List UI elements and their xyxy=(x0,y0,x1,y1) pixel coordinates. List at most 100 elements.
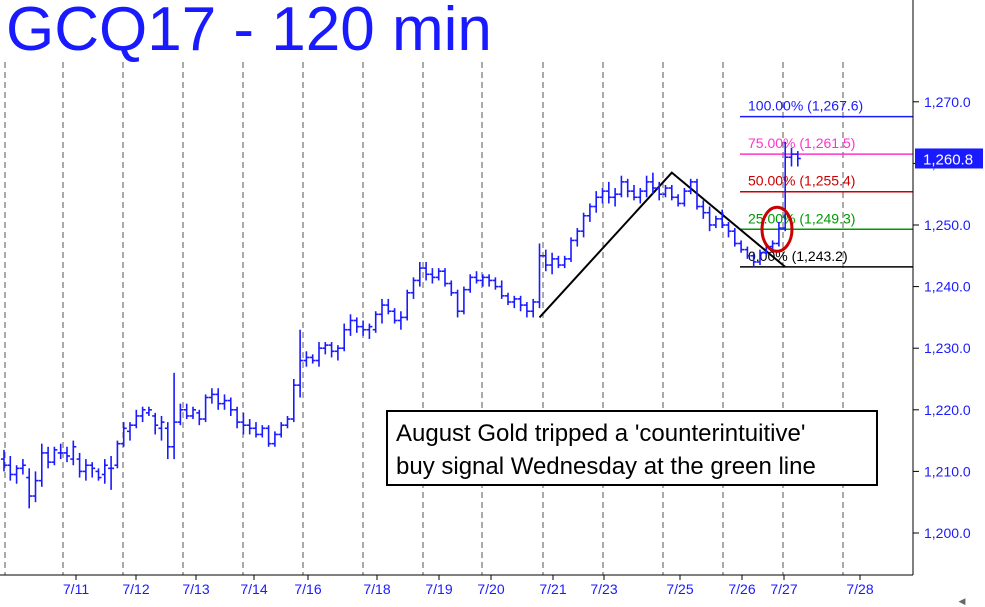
ohlc-bar xyxy=(334,345,341,361)
ohlc-bar xyxy=(265,425,272,447)
ohlc-bar xyxy=(637,188,644,204)
ohlc-bar xyxy=(316,342,322,367)
ohlc-bar xyxy=(555,255,562,269)
ohlc-bar xyxy=(505,292,511,306)
ohlc-bar xyxy=(385,298,392,315)
ohlc-bar xyxy=(278,422,285,438)
ohlc-bar xyxy=(215,388,222,410)
ohlc-bar xyxy=(360,320,367,336)
ohlc-bar xyxy=(171,372,178,460)
ohlc-bar xyxy=(694,178,700,210)
ohlc-bar xyxy=(624,178,631,198)
ohlc-bar xyxy=(599,188,606,204)
ohlc-bar xyxy=(322,342,329,355)
ohlc-bar xyxy=(190,406,196,420)
ohlc-bar xyxy=(259,425,266,438)
ohlc-bar xyxy=(297,329,304,398)
x-tick-label: 7/26 xyxy=(728,581,755,597)
ohlc-bar xyxy=(769,240,776,250)
fib-level-label: 0.00% (1,243.2) xyxy=(748,248,848,264)
x-tick-label: 7/25 xyxy=(666,581,693,597)
ohlc-bar xyxy=(511,295,518,309)
ohlc-bar xyxy=(662,184,669,198)
ohlc-bar xyxy=(738,240,745,253)
ohlc-bar xyxy=(605,181,612,204)
ohlc-bar xyxy=(114,440,121,469)
ohlc-bar xyxy=(164,422,171,460)
ohlc-bar xyxy=(757,249,763,266)
ohlc-bar xyxy=(435,268,442,281)
x-tick-label: 7/27 xyxy=(770,581,797,597)
scroll-left-arrow-icon[interactable]: ◀ xyxy=(958,596,966,606)
signal-circle xyxy=(760,205,794,253)
ohlc-bar xyxy=(542,249,549,272)
ohlc-bar xyxy=(612,188,619,207)
ohlc-bar xyxy=(202,394,209,423)
ohlc-bar xyxy=(57,443,64,460)
ohlc-bar xyxy=(208,388,215,404)
ohlc-bar xyxy=(240,412,247,435)
ohlc-bar xyxy=(460,286,467,315)
ohlc-bar xyxy=(700,200,707,219)
ohlc-bar xyxy=(391,308,398,324)
ohlc-bar xyxy=(82,459,89,481)
ohlc-bar xyxy=(429,268,436,284)
ohlc-bar xyxy=(580,212,587,238)
ohlc-bar xyxy=(775,221,782,247)
ohlc-bar xyxy=(574,228,581,247)
x-tick-label: 7/21 xyxy=(539,581,566,597)
ohlc-bar xyxy=(133,409,140,429)
ohlc-bar xyxy=(372,311,379,333)
ohlc-bar xyxy=(794,151,801,167)
ohlc-bar xyxy=(246,419,253,435)
ohlc-bar xyxy=(486,274,493,287)
ohlc-bar xyxy=(788,148,795,167)
x-tick-label: 7/19 xyxy=(425,581,452,597)
ohlc-bar xyxy=(347,314,354,336)
ohlc-bar xyxy=(38,443,45,487)
price-bars xyxy=(1,141,801,509)
vertical-gridlines xyxy=(4,62,844,575)
ohlc-bar xyxy=(328,342,335,358)
y-tick-label: 1,270.0 xyxy=(924,94,971,110)
ohlc-bar xyxy=(442,268,448,287)
ohlc-bar xyxy=(687,178,694,195)
ohlc-bar xyxy=(108,456,115,490)
ohlc-bar xyxy=(523,302,530,318)
ohlc-bar xyxy=(290,379,297,423)
ohlc-bar xyxy=(196,409,203,426)
ohlc-bar xyxy=(1,449,7,472)
annotation-box: August Gold tripped a 'counterintuitive'… xyxy=(386,410,878,486)
ohlc-bar xyxy=(750,252,757,267)
ohlc-bar xyxy=(410,277,417,299)
ohlc-bar xyxy=(649,172,656,195)
ohlc-bar xyxy=(586,203,593,222)
ohlc-bar xyxy=(618,175,625,198)
ohlc-bar xyxy=(19,459,26,475)
chart-title: GCQ17 - 120 min xyxy=(6,0,492,64)
ohlc-bar xyxy=(309,354,316,364)
y-tick-label: 1,250.0 xyxy=(924,217,971,233)
ohlc-bar xyxy=(631,184,637,201)
abc-pattern xyxy=(538,171,786,319)
ohlc-bar xyxy=(782,141,789,232)
ohlc-bar xyxy=(536,243,543,309)
ohlc-bar xyxy=(177,403,184,426)
y-tick-label: 1,240.0 xyxy=(924,279,971,295)
x-tick-label: 7/18 xyxy=(363,581,390,597)
ohlc-bar xyxy=(675,194,682,207)
abc-pattern-line xyxy=(538,171,786,319)
ohlc-bar xyxy=(221,394,228,410)
ohlc-bar xyxy=(127,422,133,441)
ohlc-bar xyxy=(397,311,404,330)
ohlc-bar xyxy=(712,215,719,229)
ohlc-bar xyxy=(530,298,537,318)
ohlc-bar xyxy=(353,317,360,333)
ohlc-bar xyxy=(549,252,556,275)
last-price-label: 1,260.8 xyxy=(923,151,973,168)
ohlc-bar xyxy=(271,431,278,447)
ohlc-bar xyxy=(227,397,234,416)
ohlc-bar xyxy=(731,228,738,247)
ohlc-bar xyxy=(158,415,165,441)
